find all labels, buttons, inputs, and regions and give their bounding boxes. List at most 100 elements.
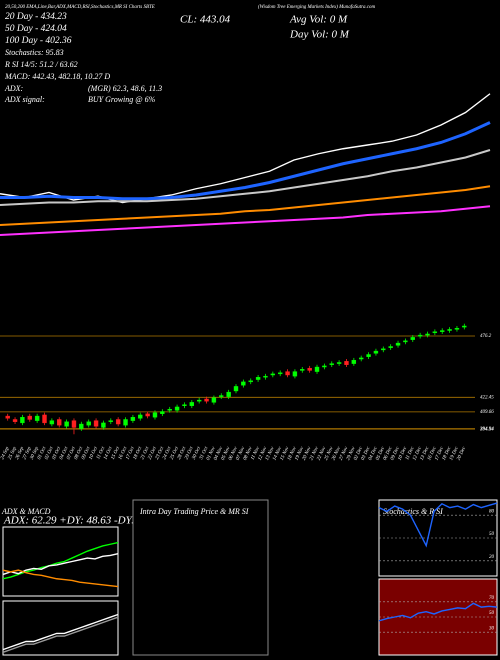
candle-body xyxy=(20,416,25,424)
x-tick-label: 30 Oct xyxy=(192,446,202,461)
x-tick-label: 18 Nov xyxy=(287,446,298,462)
annotation: ADX signal: xyxy=(4,95,45,104)
candle-body xyxy=(462,325,467,328)
x-tick-label: 12 Dec xyxy=(412,446,423,462)
series-line xyxy=(0,205,491,236)
y-tick-label: 20 xyxy=(489,555,495,560)
x-tick-label: 10 Dec xyxy=(398,446,409,462)
series-line xyxy=(0,185,491,226)
x-tick-label: 01 Oct xyxy=(37,446,47,461)
panel-frame xyxy=(132,499,269,656)
series-line xyxy=(2,613,119,651)
candle-body xyxy=(196,399,202,402)
annotation: (MGR) 62.3, 48.6, 11.3 xyxy=(88,84,162,93)
x-tick-label: 13 Dec xyxy=(420,446,431,462)
annotation: ADX: xyxy=(4,84,24,93)
candle-body xyxy=(425,333,430,336)
annotation: 20,50,200 EMA,Line,Bar,ADX,MACD,RSI,Stoc… xyxy=(5,5,155,10)
candle-body xyxy=(219,395,224,397)
x-tick-label: 07 Oct xyxy=(67,446,77,461)
x-tick-label: 05 Dec xyxy=(376,446,387,462)
x-tick-label: 15 Nov xyxy=(280,446,291,462)
series-line xyxy=(0,121,491,201)
x-tick-label: 30 Sep xyxy=(30,446,40,461)
x-tick-label: 11 Dec xyxy=(405,446,416,461)
x-tick-label: 31 Oct xyxy=(199,446,209,461)
annotation: Avg Vol: 0 M xyxy=(289,14,348,26)
y-tick-label: 409.66 xyxy=(480,410,494,415)
x-tick-label: 16 Oct xyxy=(118,446,128,461)
candle-body xyxy=(270,373,276,376)
x-tick-label: 29 Oct xyxy=(184,446,194,461)
x-tick-label: 14 Nov xyxy=(272,446,283,462)
candle-body xyxy=(93,420,99,427)
panel-title: Stochastics & R SI xyxy=(383,507,443,516)
x-tick-label: 15 Oct xyxy=(111,446,121,461)
x-tick-label: 28 Oct xyxy=(177,446,187,461)
candle-body xyxy=(410,337,415,340)
candle-body xyxy=(336,362,342,364)
x-tick-label: 06 Dec xyxy=(383,446,394,462)
candle-body xyxy=(42,414,47,424)
x-tick-label: 13 Nov xyxy=(265,446,276,462)
candle-body xyxy=(395,342,401,346)
candle-body xyxy=(27,415,32,420)
x-tick-label: 23 Oct xyxy=(155,446,165,461)
candle-body xyxy=(34,415,40,421)
x-tick-label: 18 Dec xyxy=(442,446,453,462)
candle-body xyxy=(388,346,393,348)
x-tick-label: 12 Nov xyxy=(258,446,269,462)
x-tick-label: 24 Oct xyxy=(162,446,172,461)
y-tick-label: 30 xyxy=(489,626,495,631)
x-tick-label: 11 Nov xyxy=(251,446,262,461)
y-tick-label: 80 xyxy=(489,509,495,514)
x-tick-label: 22 Nov xyxy=(317,446,328,462)
candle-body xyxy=(138,414,143,419)
candle-body xyxy=(263,375,268,378)
candle-body xyxy=(447,329,452,331)
candle-body xyxy=(160,411,165,414)
x-tick-label: 19 Dec xyxy=(449,446,460,462)
y-tick-label: 50 xyxy=(489,611,495,616)
candle-body xyxy=(454,328,460,330)
x-tick-label: 20 Dec xyxy=(457,446,468,462)
series-line xyxy=(2,569,119,588)
candle-body xyxy=(381,348,386,351)
series-line xyxy=(378,502,498,548)
x-tick-label: 25 Sep xyxy=(8,446,18,461)
x-tick-label: 08 Nov xyxy=(243,446,254,462)
y-tick-label: 394.54 xyxy=(480,427,494,432)
candle-body xyxy=(329,363,334,365)
candle-body xyxy=(174,406,180,411)
candle-body xyxy=(12,419,18,422)
x-tick-label: 25 Nov xyxy=(324,446,335,462)
x-tick-label: 04 Nov xyxy=(214,446,225,462)
x-tick-label: 04 Oct xyxy=(59,446,69,461)
candle-body xyxy=(351,359,357,364)
y-tick-label: 70 xyxy=(489,596,495,601)
x-tick-label: 14 Oct xyxy=(103,446,113,461)
candle-body xyxy=(344,361,349,365)
candle-body xyxy=(322,365,327,368)
x-tick-label: 02 Oct xyxy=(44,446,54,461)
candle-body xyxy=(130,416,136,421)
annotation: Stochastics: 95.83 xyxy=(5,48,64,57)
candle-body xyxy=(366,354,371,357)
candle-body xyxy=(373,350,379,354)
annotation: (Wisdom Tree Emerging Markets Index) Mun… xyxy=(258,5,375,10)
candle-body xyxy=(123,419,128,426)
candle-body xyxy=(248,380,253,383)
x-tick-label: 11 Oct xyxy=(96,446,106,461)
x-tick-label: 02 Dec xyxy=(353,446,364,462)
x-tick-label: 01 Nov xyxy=(206,446,217,462)
x-tick-label: 17 Oct xyxy=(126,446,136,461)
x-tick-label: 07 Nov xyxy=(236,446,247,462)
candle-body xyxy=(432,331,438,334)
candle-body xyxy=(255,377,261,380)
annotation: MACD: 442.43, 482.18, 10.27 D xyxy=(4,72,110,81)
candle-body xyxy=(417,334,423,337)
x-tick-label: 21 Nov xyxy=(309,446,320,462)
annotation: 20 Day - 434.23 xyxy=(5,12,67,22)
x-tick-label: 17 Dec xyxy=(434,446,445,462)
